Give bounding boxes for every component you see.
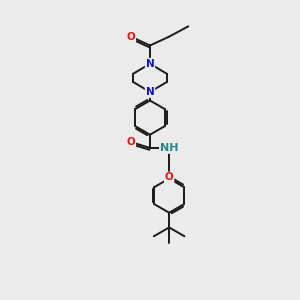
Text: N: N [146,59,154,69]
Text: N: N [146,87,154,97]
Text: O: O [165,172,173,182]
Text: O: O [127,137,135,147]
Text: O: O [127,32,135,42]
Text: NH: NH [160,143,178,153]
